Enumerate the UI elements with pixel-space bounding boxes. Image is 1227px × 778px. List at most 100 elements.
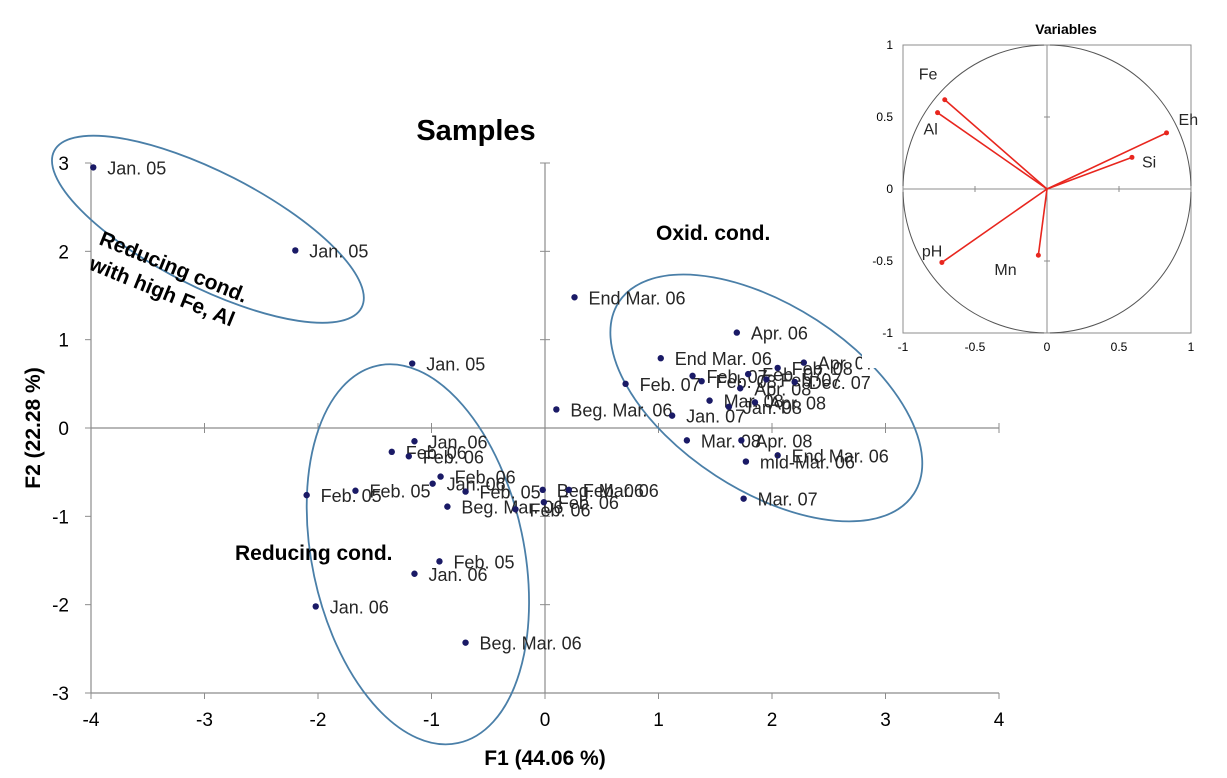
- x-tick-label: -3: [196, 710, 213, 731]
- sample-point-label: Feb. 06: [558, 493, 619, 513]
- inset-background: [862, 8, 1222, 368]
- sample-point-label: Beg. Mar. 06: [557, 481, 659, 501]
- sample-point: [436, 558, 443, 565]
- variable-vector-tip: [935, 110, 941, 116]
- sample-point-label: Feb. 06: [455, 468, 516, 488]
- sample-point: [800, 359, 807, 366]
- sample-point-label: Jan. 05: [426, 355, 485, 375]
- x-tick-label: -4: [83, 710, 100, 731]
- sample-point-label: End Mar. 06: [589, 288, 686, 308]
- x-tick-label: 1: [653, 710, 664, 731]
- variable-vector-tip: [942, 97, 948, 103]
- sample-point: [462, 488, 469, 495]
- variable-label: Si: [1142, 154, 1156, 171]
- sample-point-label: Apr. 07: [818, 354, 875, 374]
- sample-point-label: Feb. 05: [453, 552, 514, 572]
- x-tick-label: -2: [310, 710, 327, 731]
- variable-vector: [944, 99, 1048, 190]
- group-ellipse: [305, 363, 530, 746]
- inset-y-tick-label: 0: [886, 182, 893, 196]
- sample-point: [565, 486, 573, 494]
- sample-point: [411, 570, 418, 577]
- sample-point: [540, 499, 548, 506]
- sample-point-label: Beg. Mar. 06: [480, 634, 582, 654]
- sample-point: [553, 406, 560, 413]
- sample-point-label: Beg. Mar. 06: [570, 400, 672, 420]
- sample-point-label: Jan. 07: [686, 407, 745, 427]
- sample-point-label: Jan. 05: [309, 241, 368, 261]
- variables-chart: Variables -1 -0.5 0 0.5 1 -1 -0.5 0 0.5 1 Fe Al Eh S…: [862, 8, 1222, 368]
- variable-vector-tip: [939, 259, 945, 265]
- variable-label: Eh: [1179, 112, 1199, 129]
- variable-vectors: Fe Al Eh Si pH Mn: [919, 67, 1198, 280]
- sample-point-label: Feb. 07: [780, 370, 841, 390]
- y-axis-title: F2 (22.28 %): [22, 367, 45, 488]
- inset-x-tick-label: -0.5: [965, 340, 986, 354]
- sample-point-label: Feb. 05: [321, 486, 382, 506]
- sample-point: [312, 603, 319, 610]
- sample-point-label: mid-Mar. 06: [760, 453, 855, 473]
- sample-point-label: Jan. 06: [428, 432, 487, 452]
- x-tick-label: 2: [767, 710, 778, 731]
- inset-y-tick-label: -0.5: [872, 254, 893, 268]
- sample-point-label: Feb. 05: [369, 482, 430, 502]
- sample-point: [751, 399, 759, 406]
- sample-point-label: Jan. 06: [330, 597, 389, 617]
- sample-point-label: Feb. 07: [640, 375, 701, 395]
- sample-point: [429, 480, 436, 487]
- sample-point-label: End Mar. 06: [792, 446, 889, 466]
- sample-point: [737, 385, 744, 392]
- y-tick-label: 2: [58, 242, 69, 263]
- y-tick-label: -3: [52, 684, 69, 705]
- sample-point: [444, 503, 451, 510]
- sample-point: [352, 487, 359, 494]
- sample-point-label: Apr. 08: [755, 431, 812, 451]
- variable-vector: [1046, 132, 1167, 190]
- inset-x-tick-label: 0: [1044, 340, 1051, 354]
- x-axis-title: F1 (44.06 %): [484, 747, 605, 770]
- sample-point: [706, 397, 713, 404]
- sample-point: [409, 360, 416, 367]
- group-ellipse: [609, 273, 924, 523]
- variable-vector-tip: [1164, 130, 1170, 136]
- group-label-line: Reducing cond.: [235, 542, 393, 565]
- x-tick-label: -1: [423, 710, 440, 731]
- sample-point: [571, 294, 578, 301]
- sample-point: [303, 491, 310, 499]
- y-tick-label: 1: [58, 331, 69, 352]
- sample-point-label: Feb. 08: [792, 359, 853, 379]
- inset-y-tick-label: 1: [886, 38, 893, 52]
- variable-vector-tip: [1129, 154, 1135, 160]
- sample-point: [744, 370, 752, 378]
- variables-chart-title: Variables: [1035, 21, 1097, 37]
- inset-x-tick-label: -1: [898, 340, 909, 354]
- sample-point-label: Apr. 08: [769, 393, 826, 413]
- sample-point: [462, 639, 469, 646]
- variable-label: Fe: [919, 67, 938, 84]
- sample-point-label: Feb. 07: [707, 367, 768, 387]
- y-tick-label: -2: [52, 596, 69, 617]
- variable-label: pH: [922, 243, 942, 260]
- sample-point: [539, 486, 546, 494]
- sample-point-label: Feb. 06: [423, 447, 484, 467]
- sample-point-label: Dec. 07: [809, 373, 871, 393]
- sample-point: [689, 372, 696, 380]
- sample-point: [90, 164, 97, 171]
- group-ellipses: [51, 134, 924, 746]
- sample-point: [733, 329, 741, 336]
- sample-point: [774, 452, 781, 459]
- sample-point: [763, 376, 770, 383]
- group-label: Reducing cond.: [235, 542, 393, 565]
- sample-point-label: Jan. 06: [447, 475, 506, 495]
- sample-point: [512, 506, 519, 513]
- x-tick-label: 4: [994, 710, 1005, 731]
- sample-point: [668, 412, 676, 419]
- sample-point-label: Feb. 08: [716, 372, 777, 392]
- sample-point: [437, 473, 444, 480]
- variable-vector: [1037, 188, 1048, 256]
- variable-label: Al: [924, 122, 938, 139]
- sample-point: [622, 380, 629, 388]
- group-label-line: Oxid. cond.: [656, 222, 770, 245]
